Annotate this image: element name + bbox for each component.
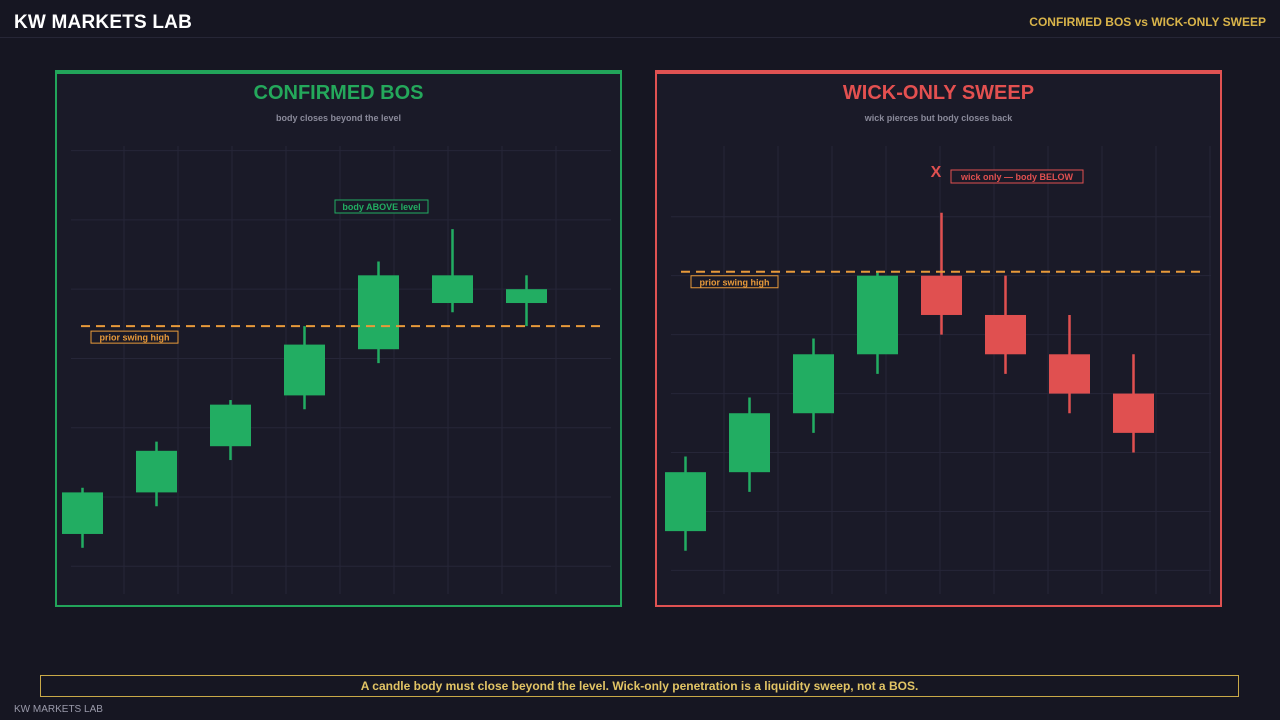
takeaway-banner: A candle body must close beyond the leve… (40, 675, 1239, 697)
confirmed-bos-panel: CONFIRMED BOS body closes beyond the lev… (55, 70, 622, 607)
candle-body-bullish (210, 404, 251, 447)
annotation-box (334, 199, 429, 214)
annotation-wick-only: wick only — body BELOW (960, 172, 1074, 182)
annotation-body-above: body ABOVE level (342, 202, 420, 212)
candle-body-bullish (857, 275, 898, 355)
footer-brand: KW MARKETS LAB (14, 704, 103, 715)
panel-title: WICK-ONLY SWEEP (842, 82, 1035, 104)
wick-sweep-chart: prior swing high X wick only — body BELOW (665, 146, 1211, 594)
candle-body-bullish (284, 344, 325, 396)
panel-subtitle: wick pierces but body closes back (864, 113, 1013, 123)
candle-body-bullish (665, 472, 706, 532)
level-label: prior swing high (100, 333, 170, 343)
confirmed-bos-chart: prior swing high body ABOVE level (62, 146, 611, 594)
candle-body-bullish (506, 289, 547, 304)
level-label-box (90, 330, 179, 344)
annotation-box (950, 169, 1084, 184)
sweep-x-marker: X (931, 164, 942, 181)
takeaway-text: A candle body must close beyond the leve… (360, 679, 919, 693)
candle-body-bearish (921, 275, 962, 315)
comparison-title: CONFIRMED BOS vs WICK-ONLY SWEEP (1029, 15, 1266, 29)
level-label: prior swing high (700, 277, 770, 287)
level-label-box (690, 275, 779, 289)
candle-body-bullish (358, 275, 399, 350)
candle-body-bearish (1113, 393, 1154, 433)
candle-body-bullish (729, 413, 770, 473)
wick-sweep-panel: WICK-ONLY SWEEP wick pierces but body cl… (655, 70, 1222, 607)
top-bar: KW MARKETS LAB CONFIRMED BOS vs WICK-ONL… (0, 0, 1280, 38)
candle-body-bearish (985, 314, 1026, 355)
brand-title: KW MARKETS LAB (14, 12, 193, 33)
candle-body-bullish (62, 492, 103, 534)
candle-body-bullish (432, 275, 473, 304)
candle-body-bullish (136, 450, 177, 493)
candle-body-bearish (1049, 354, 1090, 394)
panel-subtitle: body closes beyond the level (275, 113, 402, 123)
candle-body-bullish (793, 354, 834, 414)
panel-title: CONFIRMED BOS (253, 82, 424, 104)
